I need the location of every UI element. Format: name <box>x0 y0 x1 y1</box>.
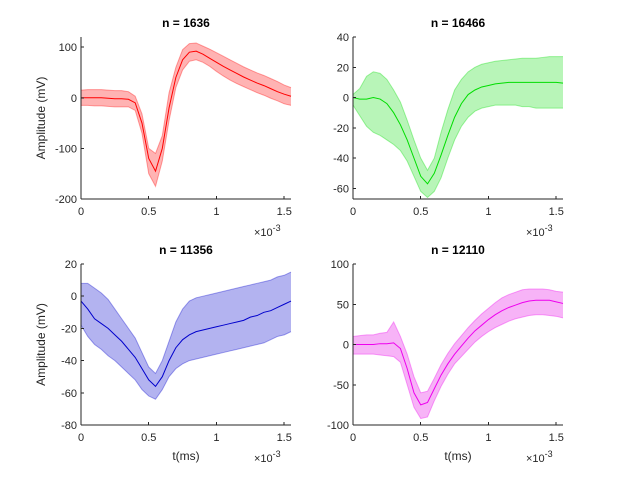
y-axis-label: Amplitude (mV) <box>34 77 48 160</box>
y-tick-label: -20 <box>61 323 77 335</box>
lower-bound-line <box>352 104 563 199</box>
upper-bound-line <box>352 56 563 172</box>
x-tick-label: 0.5 <box>413 206 428 218</box>
x-tick-label: 0 <box>350 432 356 444</box>
y-tick-label: -100 <box>55 143 77 155</box>
y-tick-label: -60 <box>333 183 349 195</box>
std-band <box>81 272 291 400</box>
y-tick-label: -40 <box>61 356 77 368</box>
mean-line <box>81 50 292 173</box>
x-tick-label: 1 <box>213 432 219 444</box>
y-tick-label: 0 <box>71 93 77 105</box>
y-tick-label: -200 <box>55 194 77 206</box>
x-axis-label: t(ms) <box>172 449 199 463</box>
mean-line-layer <box>80 42 292 188</box>
x-exponent: -3 <box>545 223 553 233</box>
y-axis-label: Amplitude (mV) <box>34 303 48 386</box>
mean-line <box>352 81 564 185</box>
x-tick-label: 1.5 <box>277 206 292 218</box>
y-tick-label: 100 <box>59 42 77 54</box>
lower-bound-line <box>80 324 292 400</box>
x-tick-label: 0 <box>350 206 356 218</box>
y-tick-label: -100 <box>327 420 349 432</box>
x-tick-label: 1.5 <box>549 206 564 218</box>
y-tick-label: 20 <box>337 62 349 74</box>
upper-bound-line <box>81 271 292 375</box>
subplot-top-right: 0 0.5 1 1.5 -60 -40 -20 0 20 40 n = 16466 ×10-3 <box>333 16 564 239</box>
y-tick-label: 0 <box>343 93 349 105</box>
lower-bound-line <box>81 59 292 188</box>
mean-line-layer <box>352 56 564 199</box>
x-exponent: -3 <box>273 449 281 459</box>
y-tick-label: 0 <box>71 291 77 303</box>
x-exponent: -3 <box>545 449 553 459</box>
std-band <box>81 43 291 187</box>
y-tick-label: -60 <box>61 388 77 400</box>
mean-line-layer <box>352 288 564 420</box>
x-tick-label: 0 <box>78 432 84 444</box>
std-band <box>353 288 563 419</box>
x-multiplier: ×10 <box>254 453 273 465</box>
x-exponent-label: ×10-3 <box>526 223 553 239</box>
x-tick-label: 1.5 <box>277 432 292 444</box>
x-tick-label: 1 <box>485 432 491 444</box>
x-tick-label: 0 <box>78 206 84 218</box>
x-tick-label: 1.5 <box>549 432 564 444</box>
y-tick-label: 0 <box>343 340 349 352</box>
y-tick-label: -80 <box>61 420 77 432</box>
subplot-title: n = 1636 <box>162 16 210 30</box>
x-tick-label: 1 <box>485 206 491 218</box>
x-tick-label: 0.5 <box>141 432 156 444</box>
x-exponent-label: ×10-3 <box>526 449 553 465</box>
subplot-top-left: 0 0.5 1 1.5 -200 -100 0 100 n = 1636 Amplitude … <box>34 16 292 239</box>
std-band <box>353 56 563 198</box>
x-multiplier: ×10 <box>254 227 273 239</box>
subplot-bottom-left: 0 0.5 1 1.5 -80 -60 -40 -20 0 20 n = 11356 Amplit… <box>34 243 292 465</box>
upper-bound-line <box>80 42 292 155</box>
y-tick-label: 20 <box>65 259 77 271</box>
mean-line-layer <box>80 271 292 400</box>
subplot-title: n = 12110 <box>431 243 485 257</box>
mean-line <box>80 300 292 388</box>
x-tick-label: 0.5 <box>141 206 156 218</box>
band-layer <box>81 272 291 400</box>
subplot-bottom-right: 0 0.5 1 1.5 -100 -50 0 50 100 n = 12110 t(ms) ×1… <box>327 243 564 465</box>
y-tick-label: 50 <box>337 299 349 311</box>
y-tick-label: 100 <box>331 259 349 271</box>
axes: 0 0.5 1 1.5 -60 -40 -20 0 20 40 <box>333 32 564 218</box>
mean-line <box>353 299 564 406</box>
subplot-title: n = 16466 <box>431 16 486 30</box>
y-tick-label: 40 <box>337 32 349 44</box>
x-tick-label: 1 <box>213 206 219 218</box>
x-multiplier: ×10 <box>526 227 545 239</box>
band-layer <box>353 56 563 198</box>
y-tick-label: -20 <box>333 123 349 135</box>
x-exponent-label: ×10-3 <box>254 449 281 465</box>
x-tick-label: 0.5 <box>413 432 428 444</box>
subplot-title: n = 11356 <box>159 243 213 257</box>
axes: 0 0.5 1 1.5 -100 -50 0 50 100 <box>327 259 564 444</box>
y-tick-label: -40 <box>333 153 349 165</box>
axes: 0 0.5 1 1.5 -80 -60 -40 -20 0 20 <box>61 259 292 444</box>
x-multiplier: ×10 <box>526 453 545 465</box>
x-exponent-label: ×10-3 <box>254 223 281 239</box>
x-exponent: -3 <box>273 223 281 233</box>
band-layer <box>353 288 563 419</box>
lower-bound-line <box>353 314 564 420</box>
upper-bound-line <box>352 288 564 394</box>
x-axis-label: t(ms) <box>444 449 471 463</box>
y-tick-label: -50 <box>333 380 349 392</box>
band-layer <box>81 43 291 187</box>
axes: 0 0.5 1 1.5 -200 -100 0 100 <box>55 37 292 218</box>
